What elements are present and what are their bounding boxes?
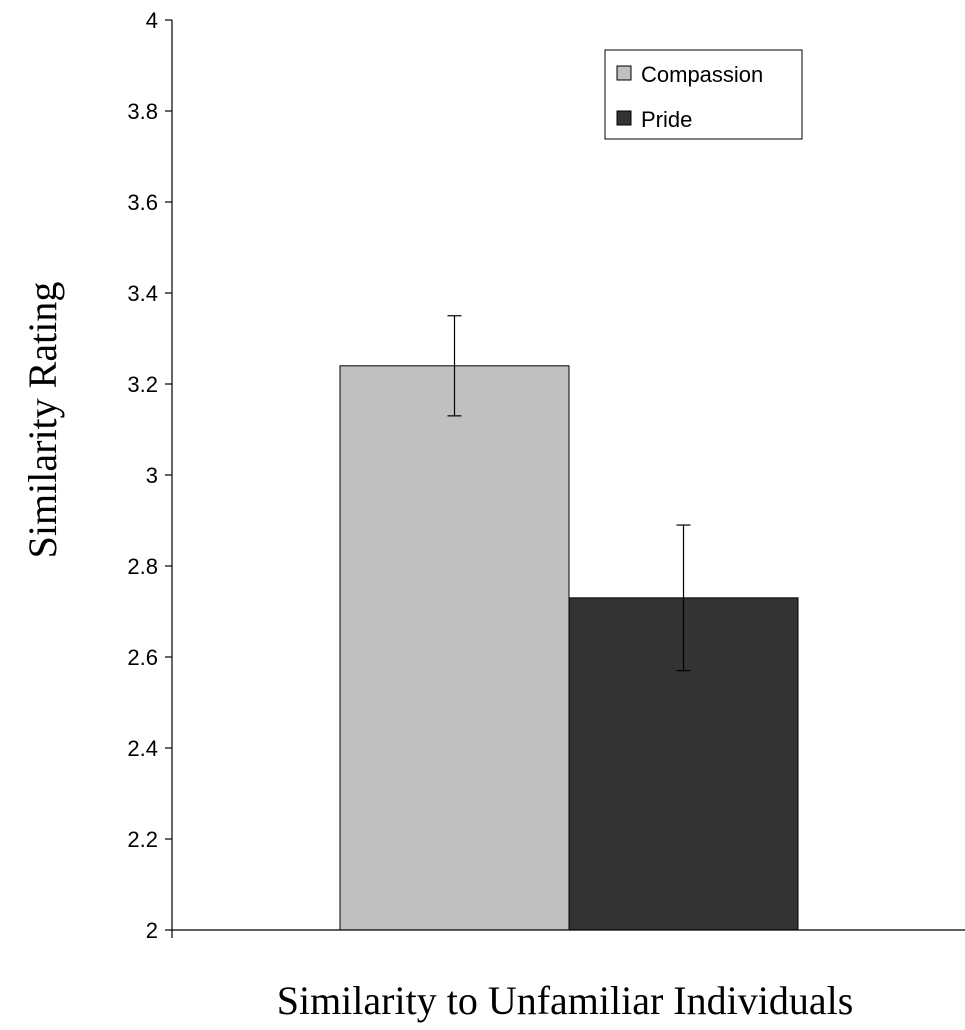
legend-swatch-pride [616, 110, 632, 126]
bars [339, 365, 799, 931]
y-tick-label: 3.4 [127, 281, 158, 306]
y-axis-title: Similarity Rating [20, 282, 65, 559]
y-tick-label: 3 [146, 463, 158, 488]
y-tick-label: 3.6 [127, 190, 158, 215]
y-tick-label: 2 [146, 918, 158, 943]
legend-label-pride: Pride [641, 107, 692, 132]
y-tick-label: 2.2 [127, 827, 158, 852]
error-bars [447, 315, 691, 672]
y-tick-label: 3.2 [127, 372, 158, 397]
x-axis-title: Similarity to Unfamiliar Individuals [277, 978, 854, 1023]
y-tick-label: 2.8 [127, 554, 158, 579]
y-tick-label: 4 [146, 8, 158, 33]
y-tick-label: 2.4 [127, 736, 158, 761]
y-axis-ticks: 2 2.2 2.4 2.6 2.8 3 3.2 3.4 3.6 3.8 4 [127, 8, 173, 943]
bar-compassion [339, 365, 570, 931]
legend: Compassion Pride [604, 49, 803, 140]
legend-label-compassion: Compassion [641, 62, 763, 87]
y-tick-label: 3.8 [127, 99, 158, 124]
legend-swatch-compassion [616, 65, 632, 81]
y-tick-label: 2.6 [127, 645, 158, 670]
legend-box [604, 49, 803, 140]
